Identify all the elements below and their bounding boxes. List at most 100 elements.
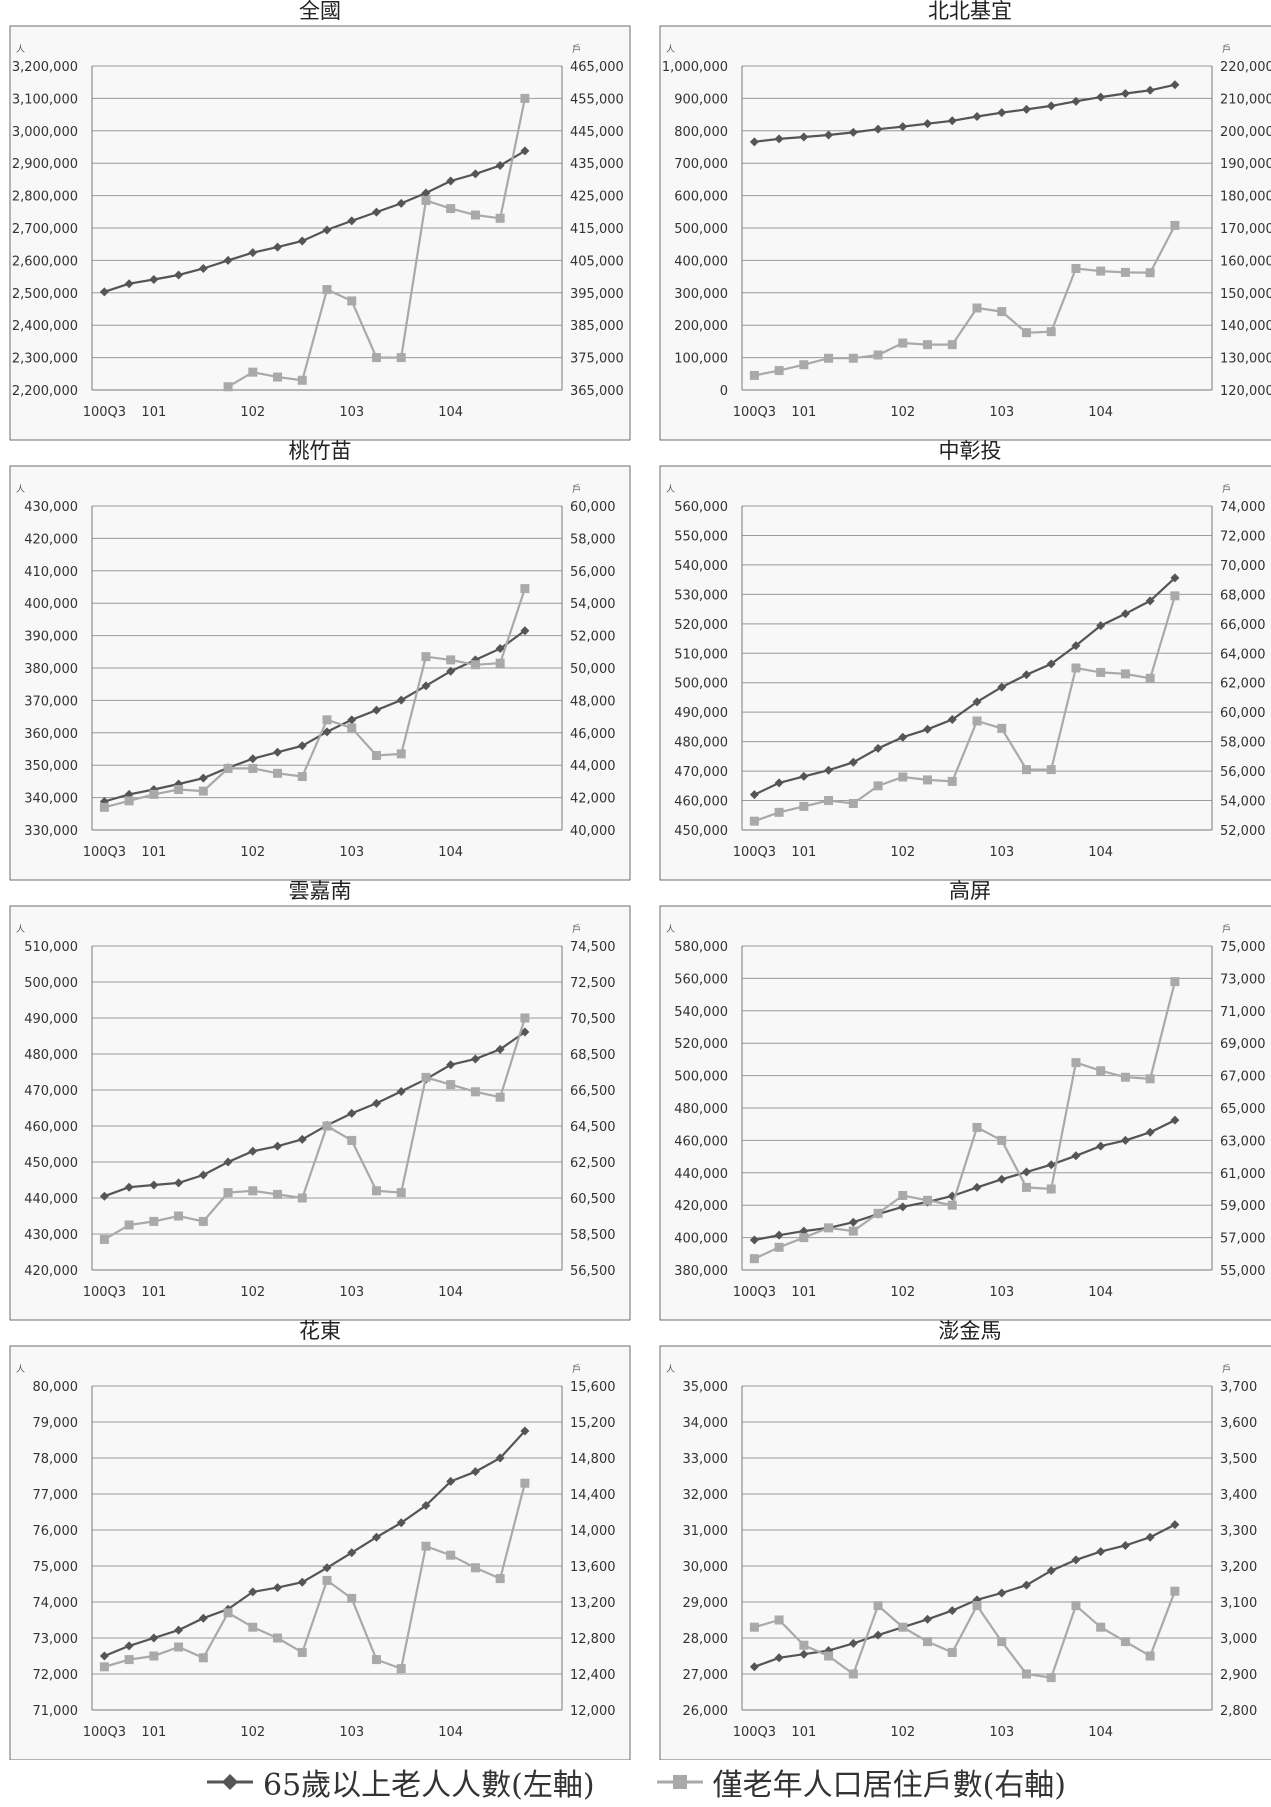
y-tick-left: 380,000 bbox=[24, 662, 78, 677]
point-elderly bbox=[198, 264, 208, 273]
y-tick-right: 210,000 bbox=[1220, 92, 1271, 107]
legend-label-elderly: 65歲以上老人人數(左軸) bbox=[262, 1768, 595, 1803]
y-tick-right: 56,500 bbox=[570, 1264, 616, 1279]
point-elderly bbox=[470, 1467, 480, 1477]
point-households bbox=[322, 715, 332, 725]
y-tick-left: 3,100,000 bbox=[12, 92, 78, 107]
point-elderly bbox=[248, 1146, 258, 1156]
y-tick-left: 420,000 bbox=[24, 532, 78, 547]
point-elderly bbox=[248, 754, 258, 764]
y-tick-right: 12,800 bbox=[570, 1632, 616, 1647]
point-households bbox=[446, 1550, 456, 1560]
point-elderly bbox=[947, 116, 957, 126]
y-tick-right: 120,000 bbox=[1220, 384, 1271, 399]
y-tick-left: 700,000 bbox=[674, 157, 728, 172]
y-tick-right: 70,500 bbox=[570, 1012, 616, 1027]
point-elderly bbox=[371, 207, 381, 217]
point-households bbox=[848, 353, 858, 363]
x-tick: 103 bbox=[989, 1285, 1014, 1300]
y-tick-right: 40,000 bbox=[570, 824, 616, 839]
chart-title: 花東 bbox=[299, 1319, 341, 1343]
point-households bbox=[223, 1608, 233, 1618]
x-tick: 101 bbox=[791, 1725, 816, 1740]
point-elderly bbox=[470, 1054, 480, 1064]
point-households bbox=[99, 1662, 109, 1672]
point-households bbox=[248, 1622, 258, 1632]
point-elderly bbox=[371, 1532, 381, 1542]
point-households bbox=[1071, 1601, 1081, 1611]
point-elderly bbox=[347, 216, 357, 226]
point-households bbox=[1120, 1637, 1130, 1647]
y-tick-right: 52,000 bbox=[570, 630, 616, 645]
charts-grid: 全國 2,200,000 2,300,000 2,400,000 2,500,000 2,… bbox=[9, 0, 1271, 1761]
point-elderly bbox=[1145, 1127, 1155, 1137]
y-tick-right: 42,000 bbox=[570, 792, 616, 807]
point-households bbox=[124, 796, 134, 806]
point-elderly bbox=[799, 132, 809, 142]
point-elderly bbox=[248, 1587, 258, 1597]
y-tick-left: 420,000 bbox=[24, 1264, 78, 1279]
point-households bbox=[124, 1220, 134, 1230]
y-tick-right: 62,500 bbox=[570, 1156, 616, 1171]
y-tick-right: 54,000 bbox=[1220, 795, 1266, 810]
y-tick-left: 26,000 bbox=[683, 1704, 729, 1719]
point-elderly bbox=[446, 176, 456, 186]
y-tick-right: 72,000 bbox=[1220, 529, 1266, 544]
unit-right: 戶 bbox=[572, 43, 581, 55]
point-households bbox=[1120, 267, 1130, 277]
point-households bbox=[1021, 1669, 1031, 1679]
point-elderly bbox=[273, 1141, 283, 1151]
y-tick-right: 3,200 bbox=[1220, 1560, 1257, 1575]
y-tick-right: 56,000 bbox=[570, 565, 616, 580]
point-households bbox=[446, 204, 456, 214]
chart-panel-6: 高屏 380,000 400,000 420,000 440,000 460,000 480… bbox=[659, 879, 1271, 1321]
point-households bbox=[1096, 1066, 1106, 1076]
series-line-elderly bbox=[754, 1523, 1176, 1668]
y-tick-left: 28,000 bbox=[683, 1632, 729, 1647]
legend-item-households: 僅老年人口居住戶數(右軸) bbox=[655, 1760, 1066, 1804]
point-households bbox=[997, 307, 1007, 317]
x-tick: 102 bbox=[240, 1285, 265, 1300]
point-households bbox=[421, 652, 431, 662]
point-households bbox=[1096, 667, 1106, 677]
point-households bbox=[799, 801, 809, 811]
point-elderly bbox=[1071, 96, 1081, 106]
point-elderly bbox=[99, 1651, 109, 1661]
point-households bbox=[421, 1072, 431, 1082]
y-tick-right: 74,500 bbox=[570, 940, 616, 955]
y-tick-left: 340,000 bbox=[24, 792, 78, 807]
point-households bbox=[99, 802, 109, 812]
chart-title: 中彰投 bbox=[939, 439, 1002, 463]
point-households bbox=[1170, 220, 1180, 230]
point-elderly bbox=[174, 1178, 184, 1188]
point-elderly bbox=[774, 778, 784, 788]
point-households bbox=[174, 1211, 184, 1221]
y-tick-left: 540,000 bbox=[674, 559, 728, 574]
point-elderly bbox=[1046, 1566, 1056, 1576]
point-elderly bbox=[947, 715, 957, 725]
point-elderly bbox=[1096, 1141, 1106, 1151]
point-households bbox=[223, 763, 233, 773]
y-tick-right: 66,500 bbox=[570, 1084, 616, 1099]
point-elderly bbox=[198, 773, 208, 783]
point-elderly bbox=[223, 255, 233, 265]
x-tick: 100Q3 bbox=[733, 405, 776, 420]
point-elderly bbox=[421, 188, 431, 198]
point-households bbox=[396, 1188, 406, 1198]
y-tick-left: 540,000 bbox=[674, 1005, 728, 1020]
point-elderly bbox=[997, 1588, 1007, 1598]
point-households bbox=[972, 716, 982, 726]
point-households bbox=[470, 660, 480, 670]
y-tick-right: 2,800 bbox=[1220, 1704, 1257, 1719]
point-elderly bbox=[297, 741, 307, 751]
point-households bbox=[898, 1190, 908, 1200]
point-households bbox=[824, 1223, 834, 1233]
y-tick-right: 68,500 bbox=[570, 1048, 616, 1063]
x-tick: 104 bbox=[438, 1285, 463, 1300]
unit-right: 戶 bbox=[1222, 483, 1231, 495]
point-elderly bbox=[520, 146, 530, 156]
point-elderly bbox=[297, 1577, 307, 1587]
point-elderly bbox=[347, 1548, 357, 1558]
point-households bbox=[1145, 1074, 1155, 1084]
y-tick-left: 3,000,000 bbox=[12, 125, 78, 140]
